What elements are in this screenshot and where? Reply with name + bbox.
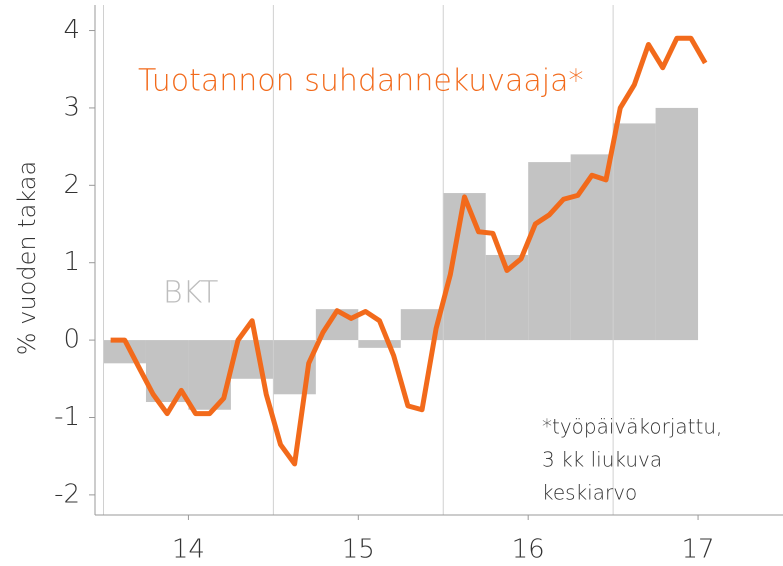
line-label: Tuotannon suhdannekuvaaja* <box>138 64 584 99</box>
y-tick-label: 3 <box>63 92 80 122</box>
y-tick-label: -2 <box>54 479 80 509</box>
y-axis-label: % vuoden takaa <box>13 161 41 355</box>
x-tick-label: 14 <box>172 535 205 565</box>
y-tick-label: 0 <box>63 325 80 355</box>
bar <box>613 123 656 341</box>
bar <box>655 107 699 341</box>
bar <box>570 154 614 341</box>
note: 3 kk liukuva <box>542 448 662 472</box>
note: keskiarvo <box>542 481 637 505</box>
bar <box>528 162 571 341</box>
y-tick-label: 2 <box>63 170 80 200</box>
note: *työpäiväkorjattu, <box>542 415 722 439</box>
line <box>110 35 708 467</box>
x-tick-label: 16 <box>512 535 545 565</box>
y-tick-label: 1 <box>63 247 80 277</box>
bar <box>358 340 401 348</box>
y-tick-label: 4 <box>63 15 80 45</box>
x-tick-label: 17 <box>682 535 715 565</box>
plot: -2 -1 0 1 2 3 4 14 15 16 17 <box>54 5 783 565</box>
x-tick-label: 15 <box>342 535 375 565</box>
y-tick-label: -1 <box>54 402 80 432</box>
bar-label: BKT <box>163 276 218 311</box>
